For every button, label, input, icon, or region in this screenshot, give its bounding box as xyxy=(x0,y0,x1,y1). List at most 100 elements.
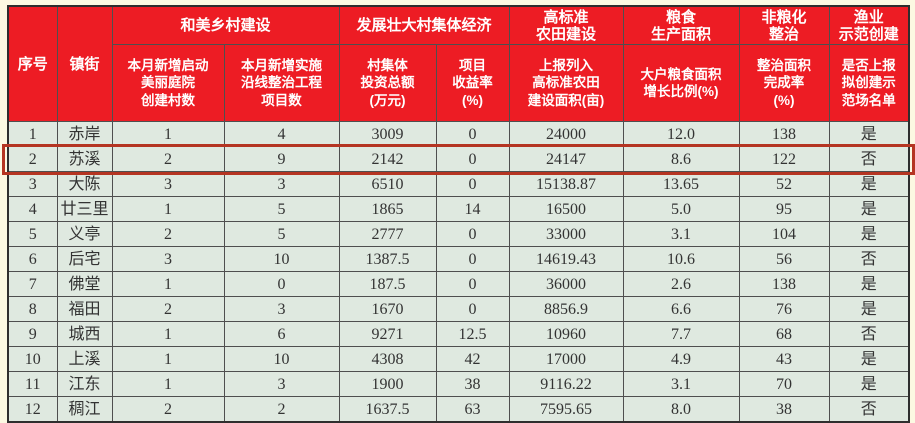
cell-collective-investment: 1865 xyxy=(338,196,437,222)
cell-new-courtyard-villages: 1 xyxy=(111,121,225,147)
subheader-project-yield: 项目 收益率 (%) xyxy=(435,44,510,122)
cell-renovation-completion: 122 xyxy=(738,146,830,172)
cell-fishery-report: 是 xyxy=(828,196,910,222)
cell-fishery-report: 否 xyxy=(828,246,910,272)
cell-fishery-report: 否 xyxy=(828,321,910,347)
cell-grain-growth: 10.6 xyxy=(622,246,740,272)
cell-new-courtyard-villages: 1 xyxy=(111,196,225,222)
cell-farmland-area: 36000 xyxy=(508,271,624,297)
cell-fishery-report: 是 xyxy=(828,271,910,297)
cell-collective-investment: 187.5 xyxy=(338,271,437,297)
group-header-fishery: 渔业 示范创建 xyxy=(828,5,910,45)
cell-farmland-area: 9116.22 xyxy=(508,371,624,397)
cell-new-courtyard-villages: 3 xyxy=(111,246,225,272)
cell-sequence: 3 xyxy=(7,171,58,197)
cell-collective-investment: 1900 xyxy=(338,371,437,397)
cell-sequence: 6 xyxy=(7,246,58,272)
cell-project-yield: 0 xyxy=(435,121,510,147)
cell-town: 城西 xyxy=(56,321,113,347)
group-header-farmland: 高标准 农田建设 xyxy=(508,5,624,45)
cell-new-renovation-projects: 5 xyxy=(223,221,340,247)
cell-new-renovation-projects: 3 xyxy=(223,371,340,397)
cell-sequence: 10 xyxy=(7,346,58,372)
cell-farmland-area: 10960 xyxy=(508,321,624,347)
table-row: 9 城西 1 6 9271 12.5 10960 7.7 68 否 xyxy=(7,321,910,347)
cell-town: 苏溪 xyxy=(56,146,113,172)
cell-renovation-completion: 38 xyxy=(738,396,830,423)
cell-farmland-area: 24147 xyxy=(508,146,624,172)
cell-new-courtyard-villages: 1 xyxy=(111,271,225,297)
cell-sequence: 2 xyxy=(7,146,58,172)
cell-new-renovation-projects: 6 xyxy=(223,321,340,347)
subheader-fishery-report: 是否上报 拟创建示 范场名单 xyxy=(828,44,910,122)
cell-new-renovation-projects: 4 xyxy=(223,121,340,147)
sub-header-row: 本月新增启动 美丽庭院 创建村数 本月新增实施 沿线整治工程 项目数 村集体 投… xyxy=(8,44,910,122)
cell-town: 稠江 xyxy=(56,396,113,423)
cell-collective-investment: 9271 xyxy=(338,321,437,347)
table-header: 序号 镇街 和美乡村建设 发展壮大村集体经济 高标准 农田建设 粮食 生产面积 … xyxy=(7,5,910,122)
cell-collective-investment: 2142 xyxy=(338,146,437,172)
cell-collective-investment: 6510 xyxy=(338,171,437,197)
cell-new-courtyard-villages: 3 xyxy=(111,171,225,197)
cell-grain-growth: 4.9 xyxy=(622,346,740,372)
cell-project-yield: 42 xyxy=(435,346,510,372)
cell-project-yield: 0 xyxy=(435,146,510,172)
cell-sequence: 4 xyxy=(7,196,58,222)
cell-project-yield: 0 xyxy=(435,296,510,322)
cell-grain-growth: 7.7 xyxy=(622,321,740,347)
cell-sequence: 1 xyxy=(7,121,58,147)
cell-project-yield: 14 xyxy=(435,196,510,222)
cell-collective-investment: 1637.5 xyxy=(338,396,437,423)
group-header-beautiful-village: 和美乡村建设 xyxy=(111,5,340,45)
cell-fishery-report: 是 xyxy=(828,121,910,147)
cell-grain-growth: 8.6 xyxy=(622,146,740,172)
cell-fishery-report: 是 xyxy=(828,221,910,247)
cell-town: 福田 xyxy=(56,296,113,322)
cell-farmland-area: 24000 xyxy=(508,121,624,147)
cell-sequence: 11 xyxy=(7,371,58,397)
cell-fishery-report: 是 xyxy=(828,296,910,322)
cell-new-renovation-projects: 0 xyxy=(223,271,340,297)
cell-new-courtyard-villages: 2 xyxy=(111,296,225,322)
cell-collective-investment: 1387.5 xyxy=(338,246,437,272)
cell-renovation-completion: 56 xyxy=(738,246,830,272)
cell-collective-investment: 4308 xyxy=(338,346,437,372)
table-row: 11 江东 1 3 1900 38 9116.22 3.1 70 是 xyxy=(7,371,910,397)
subheader-new-renovation-projects: 本月新增实施 沿线整治工程 项目数 xyxy=(223,44,340,122)
subheader-new-courtyard-villages: 本月新增启动 美丽庭院 创建村数 xyxy=(111,44,225,122)
group-header-row: 序号 镇街 和美乡村建设 发展壮大村集体经济 高标准 农田建设 粮食 生产面积 … xyxy=(7,5,910,122)
cell-project-yield: 63 xyxy=(435,396,510,423)
table-row: 1 赤岸 1 4 3009 0 24000 12.0 138 是 xyxy=(7,121,910,147)
cell-collective-investment: 2777 xyxy=(338,221,437,247)
cell-farmland-area: 15138.87 xyxy=(508,171,624,197)
group-header-collective-economy: 发展壮大村集体经济 xyxy=(338,5,510,45)
table-row: 10 上溪 1 10 4308 42 17000 4.9 43 是 xyxy=(7,346,910,372)
cell-new-courtyard-villages: 1 xyxy=(111,371,225,397)
table-row: 6 后宅 3 10 1387.5 0 14619.43 10.6 56 否 xyxy=(7,246,910,272)
cell-new-renovation-projects: 10 xyxy=(223,246,340,272)
cell-renovation-completion: 52 xyxy=(738,171,830,197)
table-row: 4 廿三里 1 5 1865 14 16500 5.0 95 是 xyxy=(7,196,910,222)
subheader-collective-investment: 村集体 投资总额 (万元) xyxy=(338,44,437,122)
cell-grain-growth: 2.6 xyxy=(622,271,740,297)
cell-new-courtyard-villages: 2 xyxy=(111,221,225,247)
table-body: 1 赤岸 1 4 3009 0 24000 12.0 138 是 2 苏溪 2 9 2142 0 24147 8.… xyxy=(7,121,910,423)
cell-new-courtyard-villages: 2 xyxy=(111,146,225,172)
subheader-farmland-area: 上报列入 高标准农田 建设面积(亩) xyxy=(508,44,624,122)
cell-grain-growth: 3.1 xyxy=(622,371,740,397)
cell-project-yield: 0 xyxy=(435,271,510,297)
cell-renovation-completion: 43 xyxy=(738,346,830,372)
cell-farmland-area: 16500 xyxy=(508,196,624,222)
cell-grain-growth: 5.0 xyxy=(622,196,740,222)
cell-new-courtyard-villages: 2 xyxy=(111,396,225,423)
header-town: 镇街 xyxy=(56,5,113,122)
cell-sequence: 5 xyxy=(7,221,58,247)
cell-town: 上溪 xyxy=(56,346,113,372)
cell-new-renovation-projects: 10 xyxy=(223,346,340,372)
cell-town: 佛堂 xyxy=(56,271,113,297)
cell-grain-growth: 13.65 xyxy=(622,171,740,197)
cell-town: 后宅 xyxy=(56,246,113,272)
group-header-non-grain: 非粮化 整治 xyxy=(738,5,830,45)
cell-new-renovation-projects: 2 xyxy=(223,396,340,423)
table-row: 5 义亭 2 5 2777 0 33000 3.1 104 是 xyxy=(7,221,910,247)
